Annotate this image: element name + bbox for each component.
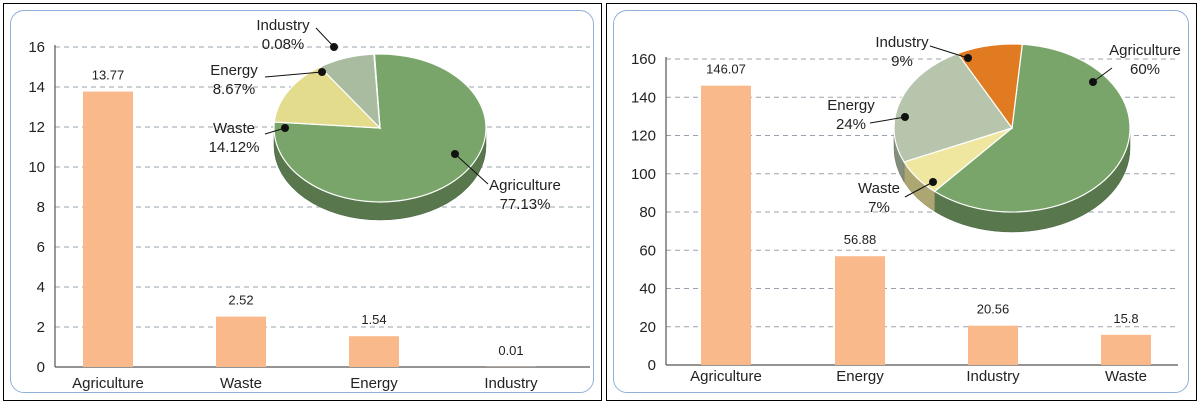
left-bar-energy: [349, 336, 399, 367]
left-category-label: Agriculture: [72, 375, 144, 392]
right-bar-industry: [968, 325, 1018, 365]
left-pie-label-name: Agriculture: [489, 177, 561, 194]
left-pie-slice-agriculture: [273, 53, 487, 203]
right-pie-label-name: Industry: [875, 34, 929, 51]
right-y-tick-label: 60: [639, 242, 656, 259]
left-pie-label-name: Energy: [210, 62, 258, 79]
right-bar-chart: 0 20 40 60 80 100 120 140 160 146.07 Agriculture 56…: [631, 51, 1178, 385]
right-pie-leader-line: [904, 181, 934, 198]
left-pie-slice-industry: [373, 53, 381, 129]
left-pie-label-dot: [451, 150, 459, 158]
left-bar-value-label: 1.54: [361, 312, 386, 327]
right-y-tick-label: 120: [631, 128, 656, 145]
left-pie-label-percent: 14.12%: [209, 139, 260, 156]
left-pie-label-dot: [281, 124, 289, 132]
left-pie-leader-line: [454, 153, 489, 185]
left-pie-label-percent: 0.08%: [262, 36, 305, 53]
left-pie-label-dot: [318, 68, 326, 76]
left-bar-value-label: 0.01: [498, 343, 523, 358]
left-y-tick-label: 12: [28, 119, 45, 136]
left-y-tick-label: 16: [28, 39, 45, 56]
left-category-label: Energy: [350, 375, 398, 392]
right-bar-value-label: 146.07: [706, 62, 746, 77]
left-bar-value-label: 2.52: [228, 293, 253, 308]
right-pie-label-percent: 9%: [891, 53, 913, 70]
right-y-tick-label: 140: [631, 89, 656, 106]
right-y-tick-label: 20: [639, 319, 656, 336]
right-category-label: Agriculture: [690, 368, 762, 385]
right-pie-label-dot: [929, 178, 937, 186]
left-bar-waste: [216, 316, 266, 367]
left-category-label: Waste: [220, 375, 262, 392]
right-pie-slice-agriculture: [933, 43, 1131, 213]
left-y-tick-label: 10: [28, 159, 45, 176]
left-y-tick-label: 0: [37, 359, 45, 376]
right-bar-value-label: 20.56: [977, 302, 1010, 317]
right-category-label: Waste: [1105, 368, 1147, 385]
left-bar-chart: 0 2 4 6 8 10 12 14 16 13.77 Agriculture 2.52 Waste 1.…: [28, 39, 590, 392]
left-pie-label-dot: [330, 43, 338, 51]
left-y-tick-label: 2: [37, 319, 45, 336]
right-y-tick-label: 40: [639, 281, 656, 298]
right-pie-label-percent: 60%: [1130, 61, 1160, 78]
right-y-tick-label: 100: [631, 166, 656, 183]
left-y-tick-label: 14: [28, 79, 45, 96]
left-bar-value-label: 13.77: [92, 68, 125, 83]
right-bar-value-label: 15.8: [1113, 311, 1138, 326]
right-pie-label-dot: [964, 54, 972, 62]
right-y-tick-label: 160: [631, 51, 656, 68]
right-category-label: Industry: [966, 368, 1020, 385]
right-pie-slice-industry: [956, 43, 1023, 130]
left-pie-label-name: Waste: [213, 120, 255, 137]
left-pie-leader-line: [264, 71, 323, 78]
right-y-tick-label: 80: [639, 204, 656, 221]
right-pie-leader-line: [929, 45, 969, 59]
left-pie-label-percent: 77.13%: [500, 196, 551, 213]
right-pie-slice-energy: [893, 52, 1013, 163]
right-y-tick-label: 0: [648, 357, 656, 374]
left-pie-label-percent: 8.67%: [213, 81, 256, 98]
right-pie-leader-line: [869, 116, 906, 124]
right-pie-label-dot: [901, 113, 909, 121]
left-bar-agriculture: [83, 91, 133, 367]
right-inset-pie: Agriculture 60% Waste 7% Energy 24% Industry 9%: [827, 34, 1181, 233]
left-y-tick-label: 4: [37, 279, 45, 296]
right-pie-label-percent: 24%: [836, 116, 866, 133]
left-inset-pie: Agriculture 77.13% Waste 14.12% Energy 8.67% I…: [209, 17, 561, 221]
right-bar-energy: [835, 256, 885, 365]
right-category-label: Energy: [836, 368, 884, 385]
left-y-tick-label: 6: [37, 239, 45, 256]
left-category-label: Industry: [484, 375, 538, 392]
right-bar-waste: [1101, 334, 1151, 365]
right-bar-agriculture: [701, 85, 751, 366]
right-pie-label-name: Agriculture: [1109, 42, 1181, 59]
left-pie-slice-waste: [273, 66, 382, 129]
right-pie-label-percent: 7%: [868, 199, 890, 216]
right-pie-label-dot: [1089, 78, 1097, 86]
left-y-tick-label: 8: [37, 199, 45, 216]
right-pie-label-name: Energy: [827, 97, 875, 114]
right-bar-value-label: 56.88: [844, 232, 877, 247]
right-pie-label-name: Waste: [858, 180, 900, 197]
left-pie-label-name: Industry: [256, 17, 310, 34]
left-pie-leader-line: [315, 27, 335, 48]
